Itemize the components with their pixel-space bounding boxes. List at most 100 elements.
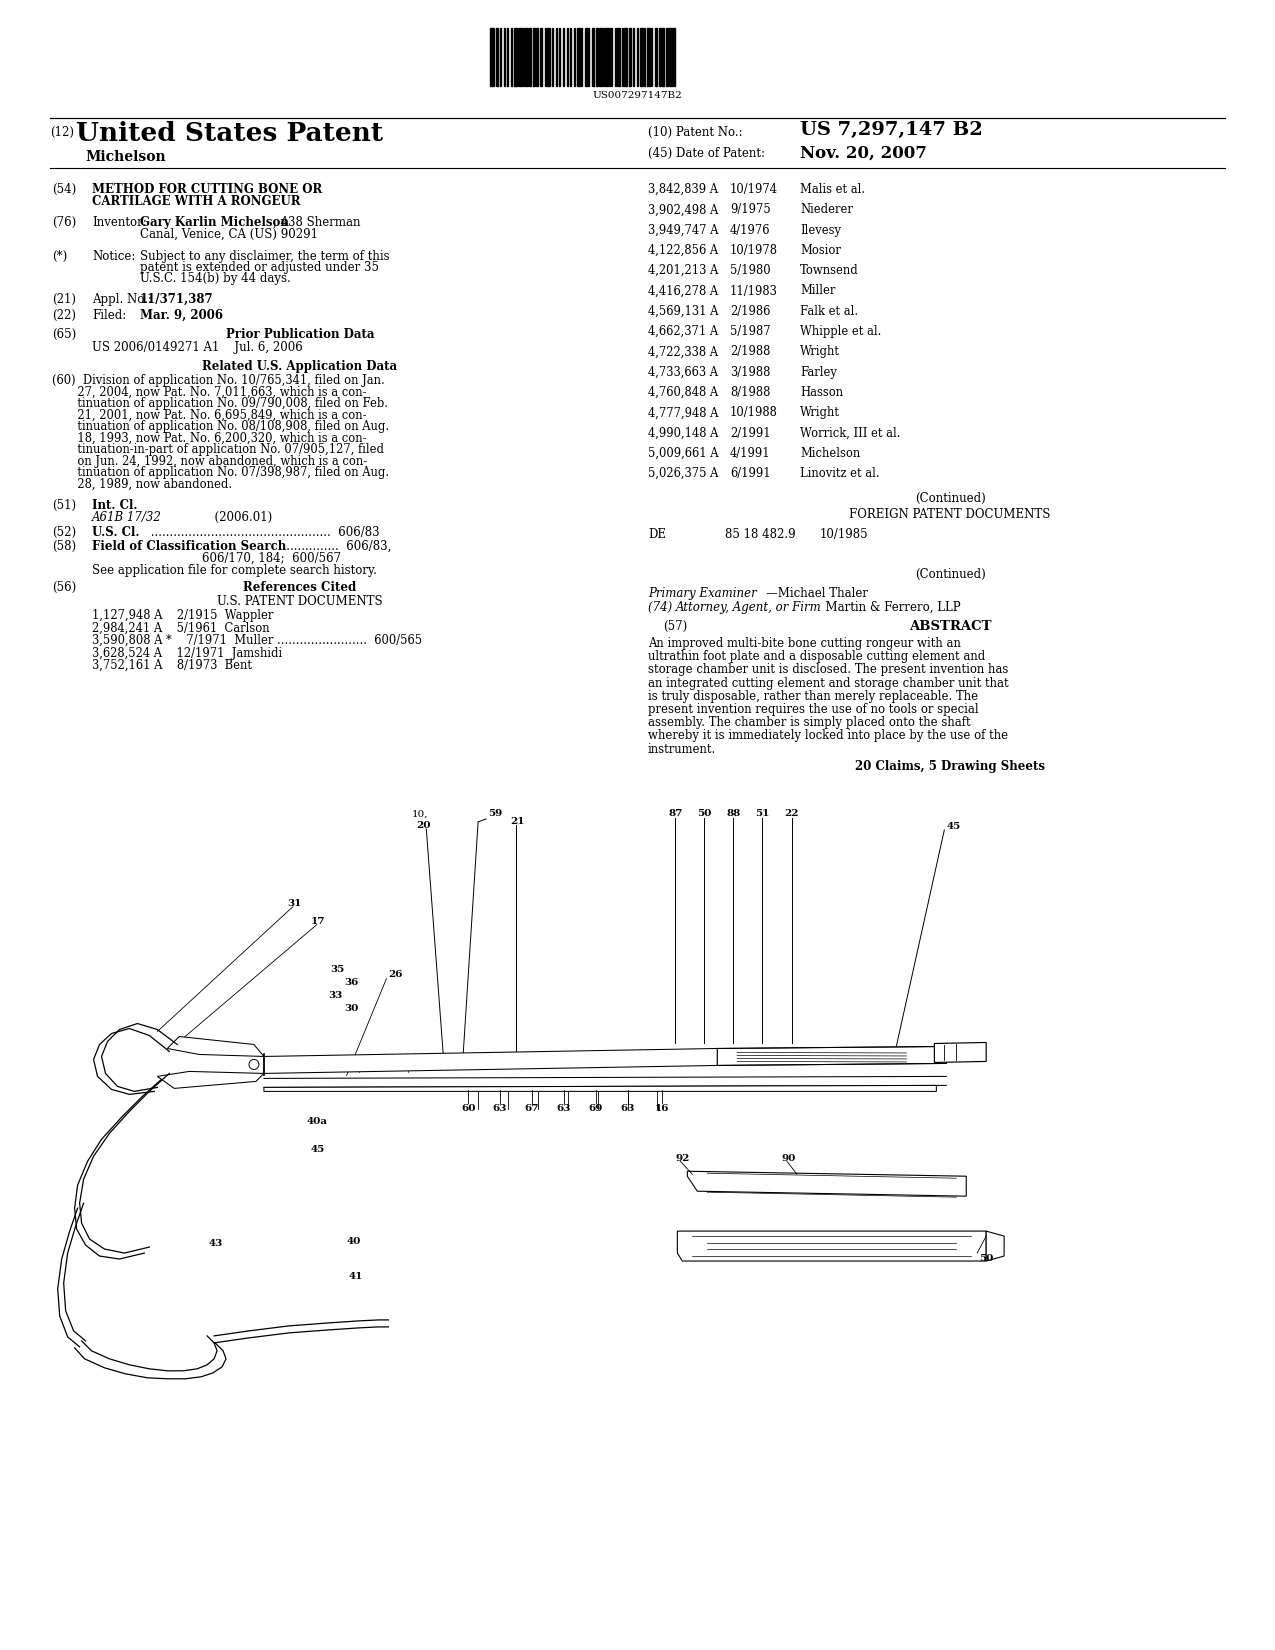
Text: Martin & Ferrero, LLP: Martin & Ferrero, LLP: [819, 601, 960, 614]
Text: U.S.C. 154(b) by 44 days.: U.S.C. 154(b) by 44 days.: [140, 272, 291, 285]
Bar: [574, 28, 575, 86]
Text: 4,569,131 A: 4,569,131 A: [648, 305, 718, 318]
Text: US 7,297,147 B2: US 7,297,147 B2: [799, 120, 983, 139]
Bar: [622, 28, 623, 86]
Polygon shape: [687, 1172, 966, 1196]
Bar: [669, 28, 672, 86]
Text: 63: 63: [557, 1104, 571, 1112]
Text: 4,416,278 A: 4,416,278 A: [648, 284, 718, 297]
Bar: [617, 28, 620, 86]
Text: Gary Karlin Michelson: Gary Karlin Michelson: [140, 216, 289, 229]
Text: 10/1985: 10/1985: [820, 528, 868, 541]
Text: 18, 1993, now Pat. No. 6,200,320, which is a con-: 18, 1993, now Pat. No. 6,200,320, which …: [52, 432, 366, 444]
Text: 63: 63: [493, 1104, 507, 1112]
Bar: [632, 28, 634, 86]
Text: 45: 45: [946, 822, 960, 832]
Text: Niederer: Niederer: [799, 203, 853, 216]
Text: 8/1988: 8/1988: [731, 386, 770, 399]
Text: Wright: Wright: [799, 406, 840, 419]
Text: 43: 43: [209, 1239, 223, 1247]
Bar: [529, 28, 530, 86]
Text: (57): (57): [663, 620, 687, 634]
Text: 67: 67: [524, 1104, 539, 1112]
Text: Michelson: Michelson: [799, 447, 861, 460]
Bar: [638, 28, 639, 86]
Text: 3,628,524 A    12/1971  Jamshidi: 3,628,524 A 12/1971 Jamshidi: [92, 647, 282, 660]
Bar: [506, 28, 509, 86]
Text: 88: 88: [725, 810, 741, 818]
Polygon shape: [264, 1048, 718, 1074]
Text: 4,777,948 A: 4,777,948 A: [648, 406, 718, 419]
Text: Subject to any disclaimer, the term of this: Subject to any disclaimer, the term of t…: [140, 251, 390, 262]
Text: Miller: Miller: [799, 284, 835, 297]
Text: 69: 69: [589, 1104, 603, 1112]
Text: ultrathin foot plate and a disposable cutting element and: ultrathin foot plate and a disposable cu…: [648, 650, 986, 663]
Text: A61B 17/32: A61B 17/32: [92, 512, 162, 525]
Bar: [615, 28, 616, 86]
Text: 85 18 482.9: 85 18 482.9: [725, 528, 796, 541]
Text: DE: DE: [648, 528, 666, 541]
Text: (Continued): (Continued): [914, 568, 986, 581]
Text: 27, 2004, now Pat. No. 7,011,663, which is a con-: 27, 2004, now Pat. No. 7,011,663, which …: [52, 386, 366, 399]
Text: METHOD FOR CUTTING BONE OR: METHOD FOR CUTTING BONE OR: [92, 183, 323, 196]
Text: (45) Date of Patent:: (45) Date of Patent:: [648, 147, 765, 160]
Text: 20: 20: [417, 822, 431, 830]
Text: 10,: 10,: [412, 810, 428, 818]
Text: Inventor:: Inventor:: [92, 216, 147, 229]
Text: Hasson: Hasson: [799, 386, 843, 399]
Bar: [523, 28, 524, 86]
Text: 10/1978: 10/1978: [731, 244, 778, 257]
Text: 6/1991: 6/1991: [731, 467, 770, 480]
Text: 40a: 40a: [307, 1117, 328, 1125]
Bar: [556, 28, 557, 86]
Text: 5,026,375 A: 5,026,375 A: [648, 467, 718, 480]
Text: 1,127,948 A    2/1915  Wappler: 1,127,948 A 2/1915 Wappler: [92, 609, 273, 622]
Text: Primary Examiner: Primary Examiner: [648, 587, 757, 601]
Text: storage chamber unit is disclosed. The present invention has: storage chamber unit is disclosed. The p…: [648, 663, 1009, 676]
Bar: [667, 28, 668, 86]
Bar: [511, 28, 513, 86]
Text: 31: 31: [287, 899, 301, 908]
Bar: [611, 28, 612, 86]
Text: tinuation of application No. 08/108,908, filed on Aug.: tinuation of application No. 08/108,908,…: [52, 421, 389, 432]
Text: 3,902,498 A: 3,902,498 A: [648, 203, 718, 216]
Text: (51): (51): [52, 498, 76, 512]
Text: 4,662,371 A: 4,662,371 A: [648, 325, 718, 338]
Text: 63: 63: [621, 1104, 635, 1112]
Text: (21): (21): [52, 294, 76, 305]
Text: 5/1987: 5/1987: [731, 325, 770, 338]
Text: (12): (12): [50, 125, 74, 139]
Text: , 438 Sherman: , 438 Sherman: [273, 216, 361, 229]
Text: 60: 60: [460, 1104, 476, 1112]
Text: 4,122,856 A: 4,122,856 A: [648, 244, 718, 257]
Text: 36: 36: [344, 978, 360, 987]
Text: Canal, Venice, CA (US) 90291: Canal, Venice, CA (US) 90291: [140, 228, 317, 241]
Text: 87: 87: [668, 810, 682, 818]
Text: 59: 59: [488, 810, 502, 818]
Text: 26: 26: [389, 970, 403, 978]
Text: Nov. 20, 2007: Nov. 20, 2007: [799, 145, 927, 162]
Text: 30: 30: [344, 1005, 360, 1013]
Bar: [644, 28, 645, 86]
Bar: [662, 28, 663, 86]
Text: Notice:: Notice:: [92, 251, 135, 262]
Text: (2006.01): (2006.01): [177, 512, 273, 525]
Text: 10/1974: 10/1974: [731, 183, 778, 196]
Bar: [504, 28, 505, 86]
Text: 21: 21: [510, 817, 524, 827]
Bar: [541, 28, 542, 86]
Bar: [558, 28, 560, 86]
Text: 2,984,241 A    5/1961  Carlson: 2,984,241 A 5/1961 Carlson: [92, 622, 269, 635]
Bar: [629, 28, 631, 86]
Text: 2/1991: 2/1991: [731, 427, 770, 439]
Bar: [659, 28, 660, 86]
Text: ................................................  606/83: ........................................…: [147, 526, 380, 540]
Text: (*): (*): [52, 251, 68, 262]
Text: (10) Patent No.:: (10) Patent No.:: [648, 125, 742, 139]
Bar: [597, 28, 598, 86]
Text: 45: 45: [311, 1145, 325, 1153]
Text: (54): (54): [52, 183, 76, 196]
Text: 50: 50: [979, 1254, 993, 1262]
Text: instrument.: instrument.: [648, 742, 717, 756]
Text: 3,590,808 A *    7/1971  Muller ........................  600/565: 3,590,808 A * 7/1971 Muller ............…: [92, 634, 422, 647]
